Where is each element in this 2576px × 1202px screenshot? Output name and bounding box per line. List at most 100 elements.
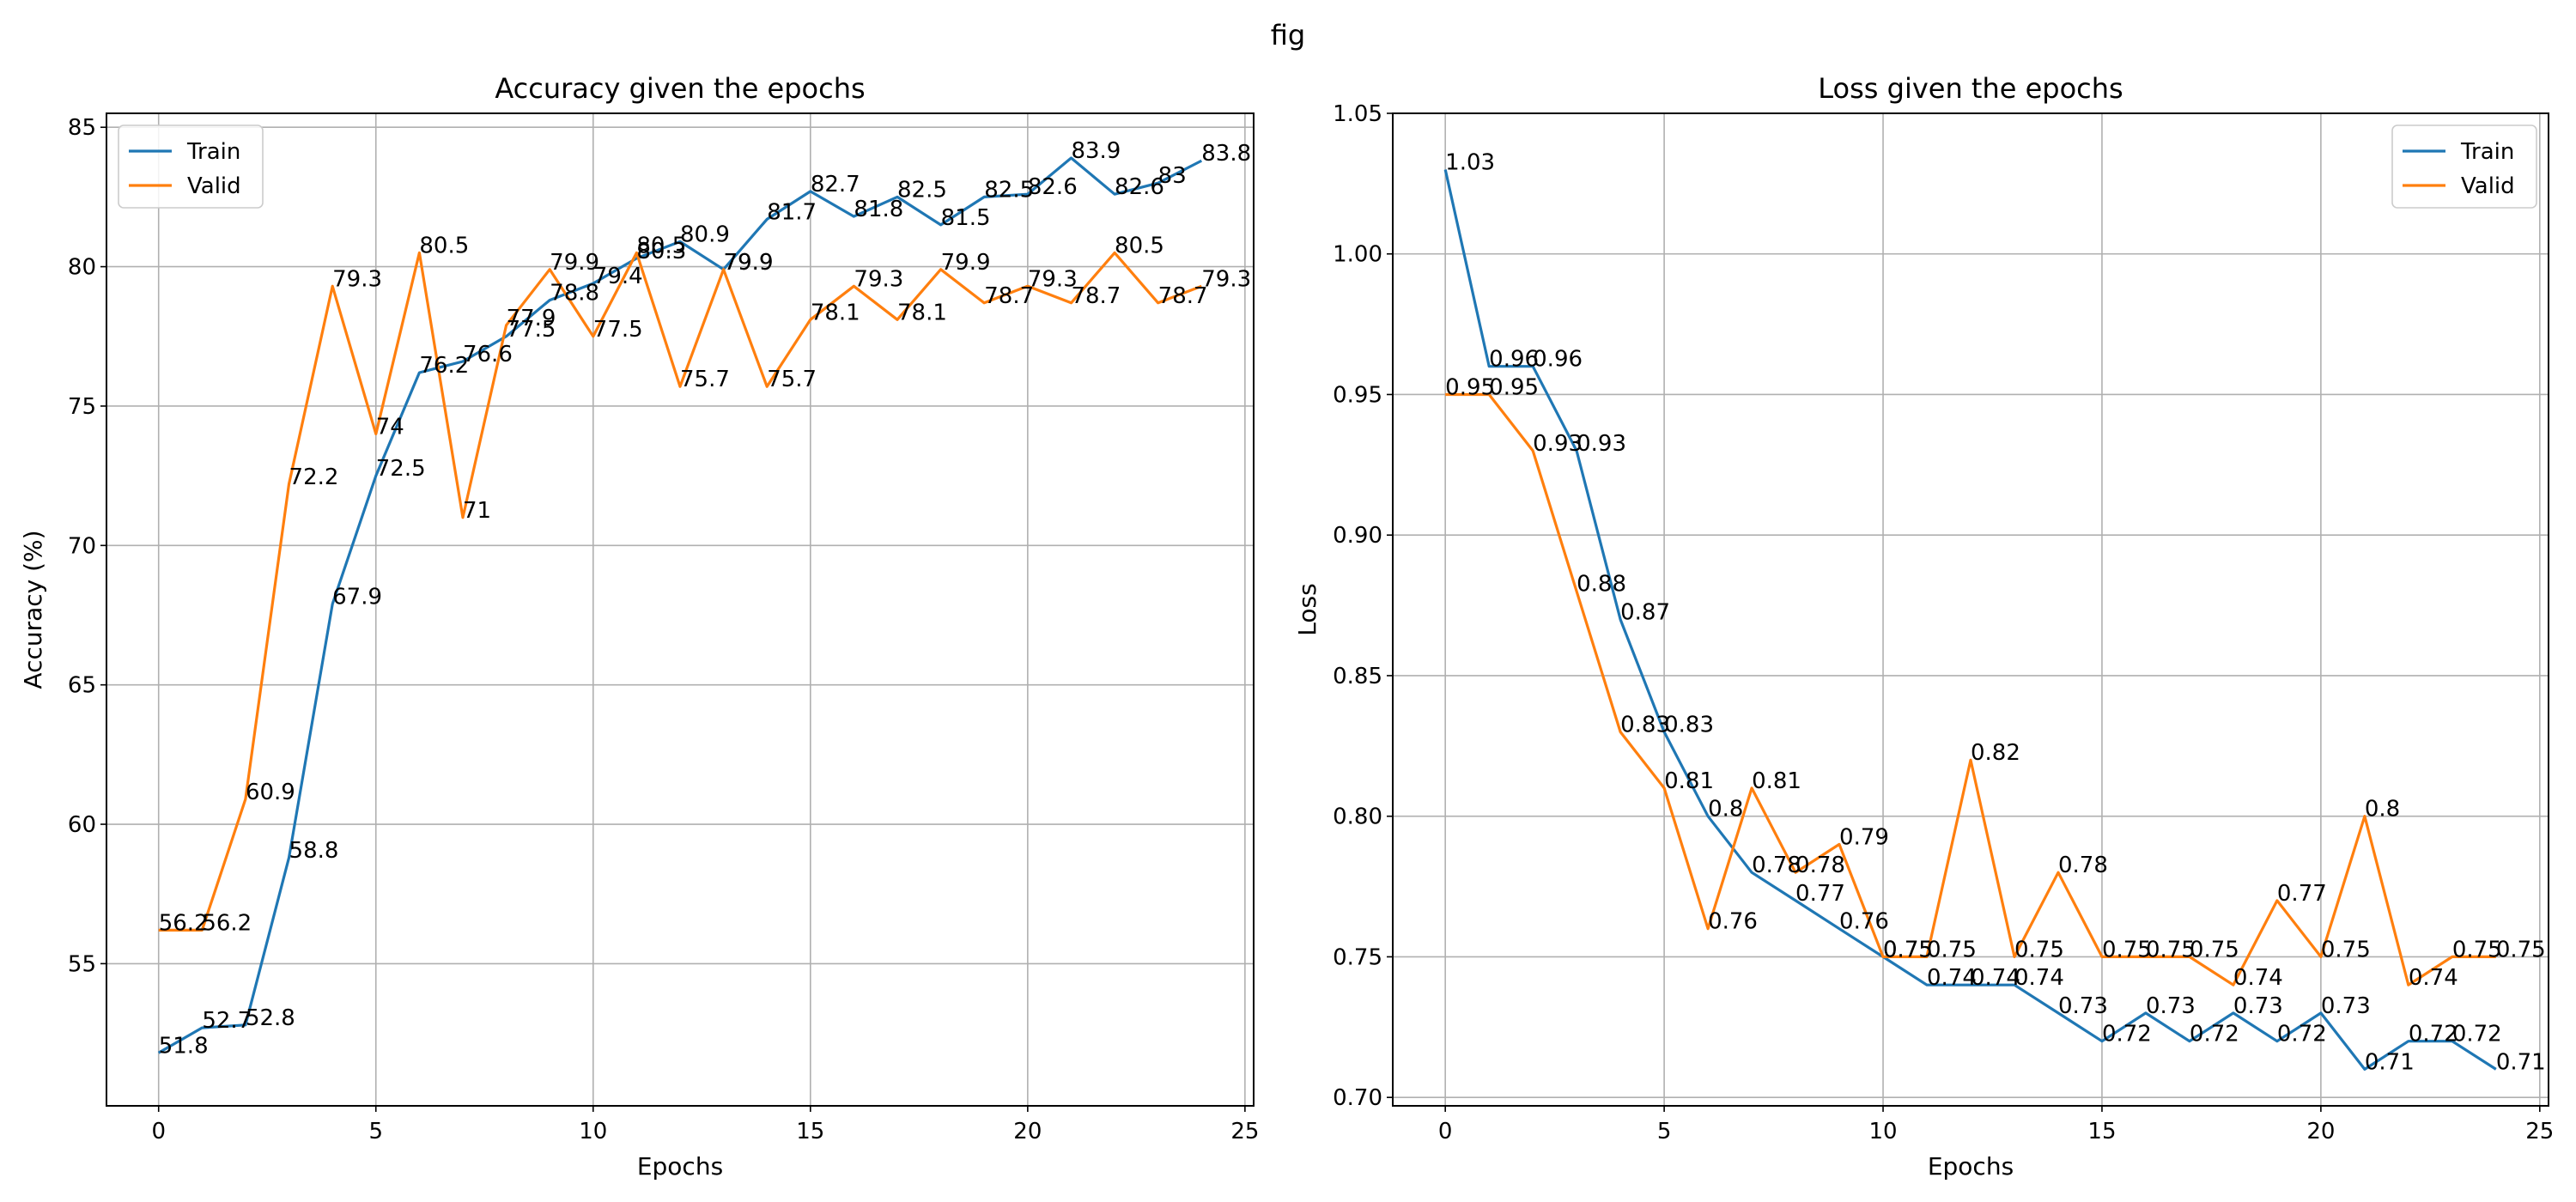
accuracy-train-data-label: 58.8	[289, 838, 339, 864]
loss-legend-label: Train	[2460, 139, 2514, 165]
accuracy-train-data-label: 83.9	[1071, 138, 1121, 164]
accuracy-valid-data-label: 75.7	[767, 367, 817, 392]
loss-valid-data-label: 0.75	[2190, 937, 2239, 962]
accuracy-valid-data-label: 79.3	[1028, 266, 1078, 292]
loss-x-tick-label: 0	[1438, 1119, 1453, 1144]
accuracy-x-tick-label: 0	[151, 1119, 166, 1144]
accuracy-x-tick-label: 15	[796, 1119, 824, 1144]
accuracy-chart-title: Accuracy given the epochs	[495, 72, 865, 105]
loss-series-lines	[1443, 169, 2497, 1071]
loss-valid-data-label: 0.95	[1445, 374, 1495, 400]
accuracy-valid-data-label: 78.7	[1158, 283, 1208, 309]
loss-x-tick-label: 15	[2087, 1119, 2116, 1144]
accuracy-x-tick-label: 25	[1230, 1119, 1259, 1144]
accuracy-train-data-label: 82.6	[1115, 174, 1164, 200]
accuracy-train-data-label: 81.7	[767, 199, 817, 225]
loss-valid-data-label: 0.81	[1752, 768, 1801, 794]
figure-title: fig	[1271, 19, 1305, 52]
accuracy-train-data-label: 81.8	[854, 197, 903, 222]
loss-valid-data-label: 0.8	[2365, 797, 2400, 823]
accuracy-train-data-label: 82.5	[984, 177, 1034, 203]
loss-x-tick-label: 5	[1657, 1119, 1672, 1144]
loss-train-data-label: 0.72	[2409, 1022, 2458, 1047]
loss-train-data-label: 0.71	[2496, 1049, 2546, 1075]
loss-chart-title: Loss given the epochs	[1818, 72, 2123, 105]
accuracy-valid-data-label: 79.9	[550, 250, 599, 276]
loss-chart: 1.030.960.960.930.870.830.80.780.770.760…	[1293, 72, 2554, 1181]
accuracy-y-tick-label: 60	[68, 812, 96, 838]
accuracy-y-axis-label: Accuracy (%)	[19, 530, 47, 689]
loss-train-data-label: 0.73	[2146, 993, 2196, 1019]
accuracy-y-tick-label: 65	[68, 673, 96, 699]
accuracy-valid-data-label: 75.7	[680, 367, 730, 392]
accuracy-train-data-label: 52.8	[246, 1005, 295, 1031]
loss-train-data-label: 0.71	[2365, 1049, 2415, 1075]
loss-y-tick-label: 1.00	[1333, 242, 1382, 268]
accuracy-train-line	[157, 156, 1203, 1054]
accuracy-valid-data-label: 79.9	[941, 250, 991, 276]
loss-valid-data-label: 0.77	[2277, 881, 2327, 907]
accuracy-chart: 51.852.752.858.867.972.576.276.677.578.8…	[19, 72, 1259, 1181]
loss-y-tick-label: 0.85	[1333, 664, 1382, 689]
accuracy-valid-data-label: 78.1	[811, 300, 860, 325]
loss-valid-data-label: 0.75	[1883, 937, 1933, 962]
accuracy-x-tick-label: 20	[1013, 1119, 1042, 1144]
loss-y-tick-label: 0.95	[1333, 382, 1382, 408]
accuracy-valid-data-label: 77.5	[593, 317, 643, 343]
loss-train-data-label: 0.76	[1839, 909, 1889, 935]
loss-grid	[1393, 112, 2549, 1106]
accuracy-valid-data-label: 79.3	[1201, 266, 1251, 292]
loss-train-data-label: 0.73	[2321, 993, 2371, 1019]
loss-x-tick-label: 20	[2306, 1119, 2335, 1144]
accuracy-grid	[106, 113, 1254, 1106]
loss-valid-data-label: 0.76	[1708, 909, 1758, 935]
loss-valid-data-label: 0.74	[2233, 965, 2283, 991]
accuracy-valid-line	[158, 251, 1202, 932]
accuracy-train-data-label: 82.6	[1028, 174, 1078, 200]
loss-valid-data-label: 0.93	[1533, 431, 1583, 457]
loss-valid-data-label: 0.95	[1489, 374, 1539, 400]
accuracy-x-axis-label: Epochs	[637, 1152, 723, 1181]
loss-valid-data-label: 0.75	[2102, 937, 2152, 962]
loss-x-tick-label: 25	[2525, 1119, 2554, 1144]
loss-legend-label: Valid	[2461, 173, 2515, 199]
loss-y-axis-label: Loss	[1293, 583, 1321, 635]
accuracy-legend: Train Valid	[118, 124, 264, 209]
accuracy-y-tick-label: 70	[68, 533, 96, 559]
accuracy-valid-data-label: 79.3	[854, 266, 903, 292]
loss-valid-data-label: 0.78	[1795, 853, 1845, 878]
accuracy-valid-data-label: 78.1	[897, 300, 947, 325]
accuracy-valid-data-label: 78.7	[984, 283, 1034, 309]
accuracy-valid-data-label: 60.9	[246, 780, 295, 805]
loss-train-data-label: 0.74	[1971, 965, 2020, 991]
accuracy-valid-data-label: 77.9	[507, 306, 556, 331]
loss-valid-data-label: 0.75	[2321, 937, 2371, 962]
accuracy-train-data-label: 80.9	[680, 222, 730, 247]
accuracy-valid-data-label: 74	[376, 414, 404, 440]
accuracy-train-data-label: 76.6	[463, 342, 513, 367]
accuracy-y-tick-label: 55	[68, 951, 96, 977]
accuracy-series-lines	[157, 156, 1203, 1054]
loss-y-tick-label: 0.90	[1333, 523, 1382, 549]
accuracy-valid-data-label: 80.5	[419, 233, 469, 258]
loss-valid-data-label: 0.75	[2146, 937, 2196, 962]
accuracy-y-tick-label: 80	[68, 255, 96, 281]
accuracy-valid-data-label: 72.2	[289, 464, 339, 490]
accuracy-train-data-label: 67.9	[332, 585, 382, 610]
accuracy-valid-data-label: 79.9	[724, 250, 774, 276]
loss-valid-data-label: 0.78	[2058, 853, 2108, 878]
accuracy-train-data-label: 72.5	[376, 456, 426, 482]
accuracy-legend-label: Train	[186, 139, 240, 165]
loss-valid-data-label: 0.83	[1620, 712, 1670, 738]
loss-valid-data-label: 0.81	[1664, 768, 1714, 794]
accuracy-y-tick-label: 85	[68, 115, 96, 141]
loss-y-tick-label: 0.70	[1333, 1085, 1382, 1111]
loss-valid-data-label: 0.79	[1839, 824, 1889, 850]
accuracy-train-data-label: 82.7	[811, 172, 860, 197]
loss-train-data-label: 0.74	[1927, 965, 1977, 991]
loss-valid-data-label: 0.88	[1577, 572, 1626, 598]
loss-valid-data-label: 0.75	[1927, 937, 1977, 962]
accuracy-valid-data-label: 71	[463, 498, 491, 524]
accuracy-train-data-label: 76.2	[419, 353, 469, 379]
